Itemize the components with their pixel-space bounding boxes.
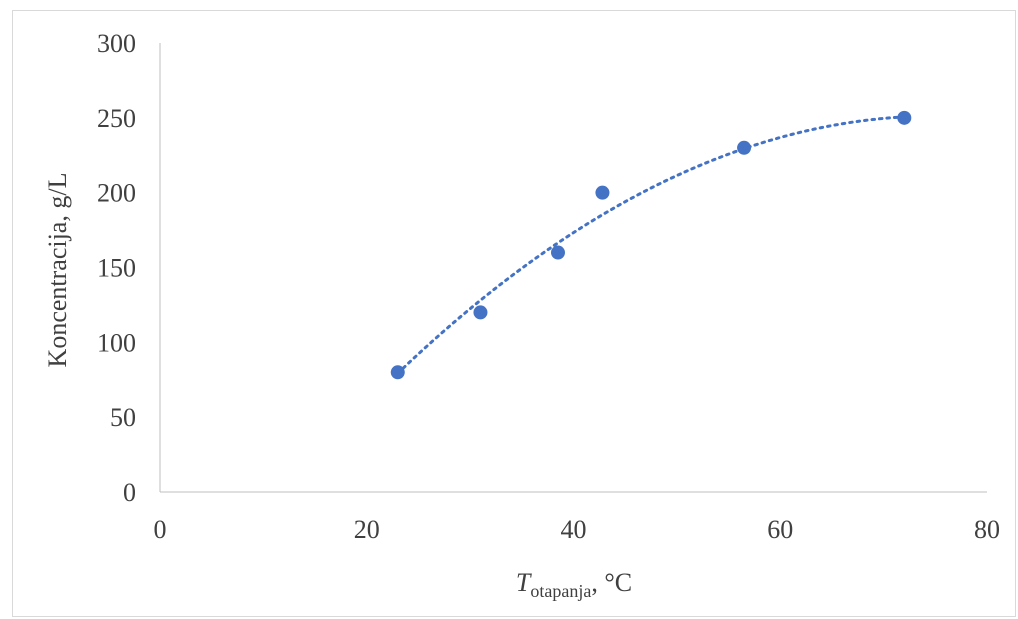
y-tick-label: 250 (97, 104, 136, 133)
data-point (550, 245, 565, 260)
x-axis-title-unit: , °C (591, 568, 632, 597)
data-point (737, 140, 752, 155)
x-tick-label: 0 (154, 515, 167, 544)
y-axis-title: Koncentracija, g/L (43, 173, 72, 368)
x-tick-labels: 0 20 40 60 80 (154, 515, 1001, 544)
y-tick-label: 150 (97, 254, 136, 283)
x-axis-title-subscript: otapanja (530, 581, 591, 601)
y-tick-label: 100 (97, 328, 136, 357)
data-point (390, 365, 405, 380)
chart-frame (12, 10, 1016, 617)
x-tick-label: 40 (561, 515, 587, 544)
x-tick-label: 20 (354, 515, 380, 544)
trendline (396, 115, 906, 375)
y-tick-label: 300 (97, 29, 136, 58)
data-point (473, 305, 488, 320)
y-tick-label: 0 (123, 478, 136, 507)
y-tick-labels: 0 50 100 150 200 250 300 (97, 29, 136, 507)
y-tick-label: 50 (110, 403, 136, 432)
x-axis-title-main: T (516, 568, 532, 597)
x-axis-title: Totapanja, °C (516, 568, 632, 601)
x-tick-label: 60 (767, 515, 793, 544)
y-tick-label: 200 (97, 179, 136, 208)
data-point (897, 110, 912, 125)
data-point (595, 185, 610, 200)
x-tick-label: 80 (974, 515, 1000, 544)
data-points (390, 110, 912, 380)
